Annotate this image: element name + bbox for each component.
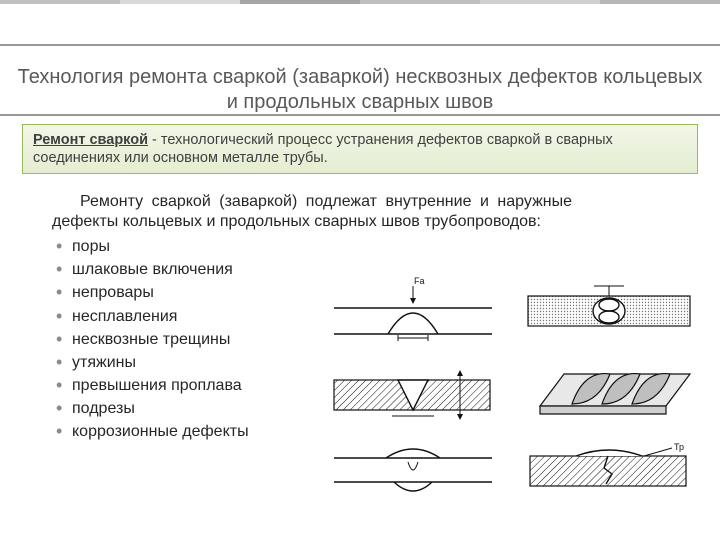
fig-label-tp: Тр [674,442,684,452]
fig-label-fa: Fa [414,276,425,286]
divider-under-title [0,114,720,116]
slide: Технология ремонта сваркой (заваркой) не… [0,0,720,540]
definition-box: Ремонт сваркой - технологический процесс… [22,124,698,174]
accent-band [0,0,720,4]
fig-groove-hatched [328,354,498,424]
fig-crack-section: Тр [524,434,694,504]
definition-term: Ремонт сваркой [33,132,148,148]
divider-top [0,44,720,46]
intro-paragraph: Ремонту сваркой (заваркой) подлежат внут… [52,192,572,233]
fig-pore-top [524,274,694,344]
figures: Fa [328,274,698,514]
fig-pore-section: Fa [328,274,498,344]
fig-beads-top [524,354,694,424]
slide-title: Технология ремонта сваркой (заваркой) не… [10,65,710,115]
fig-penetration [328,434,498,504]
list-item: поры [56,235,700,258]
